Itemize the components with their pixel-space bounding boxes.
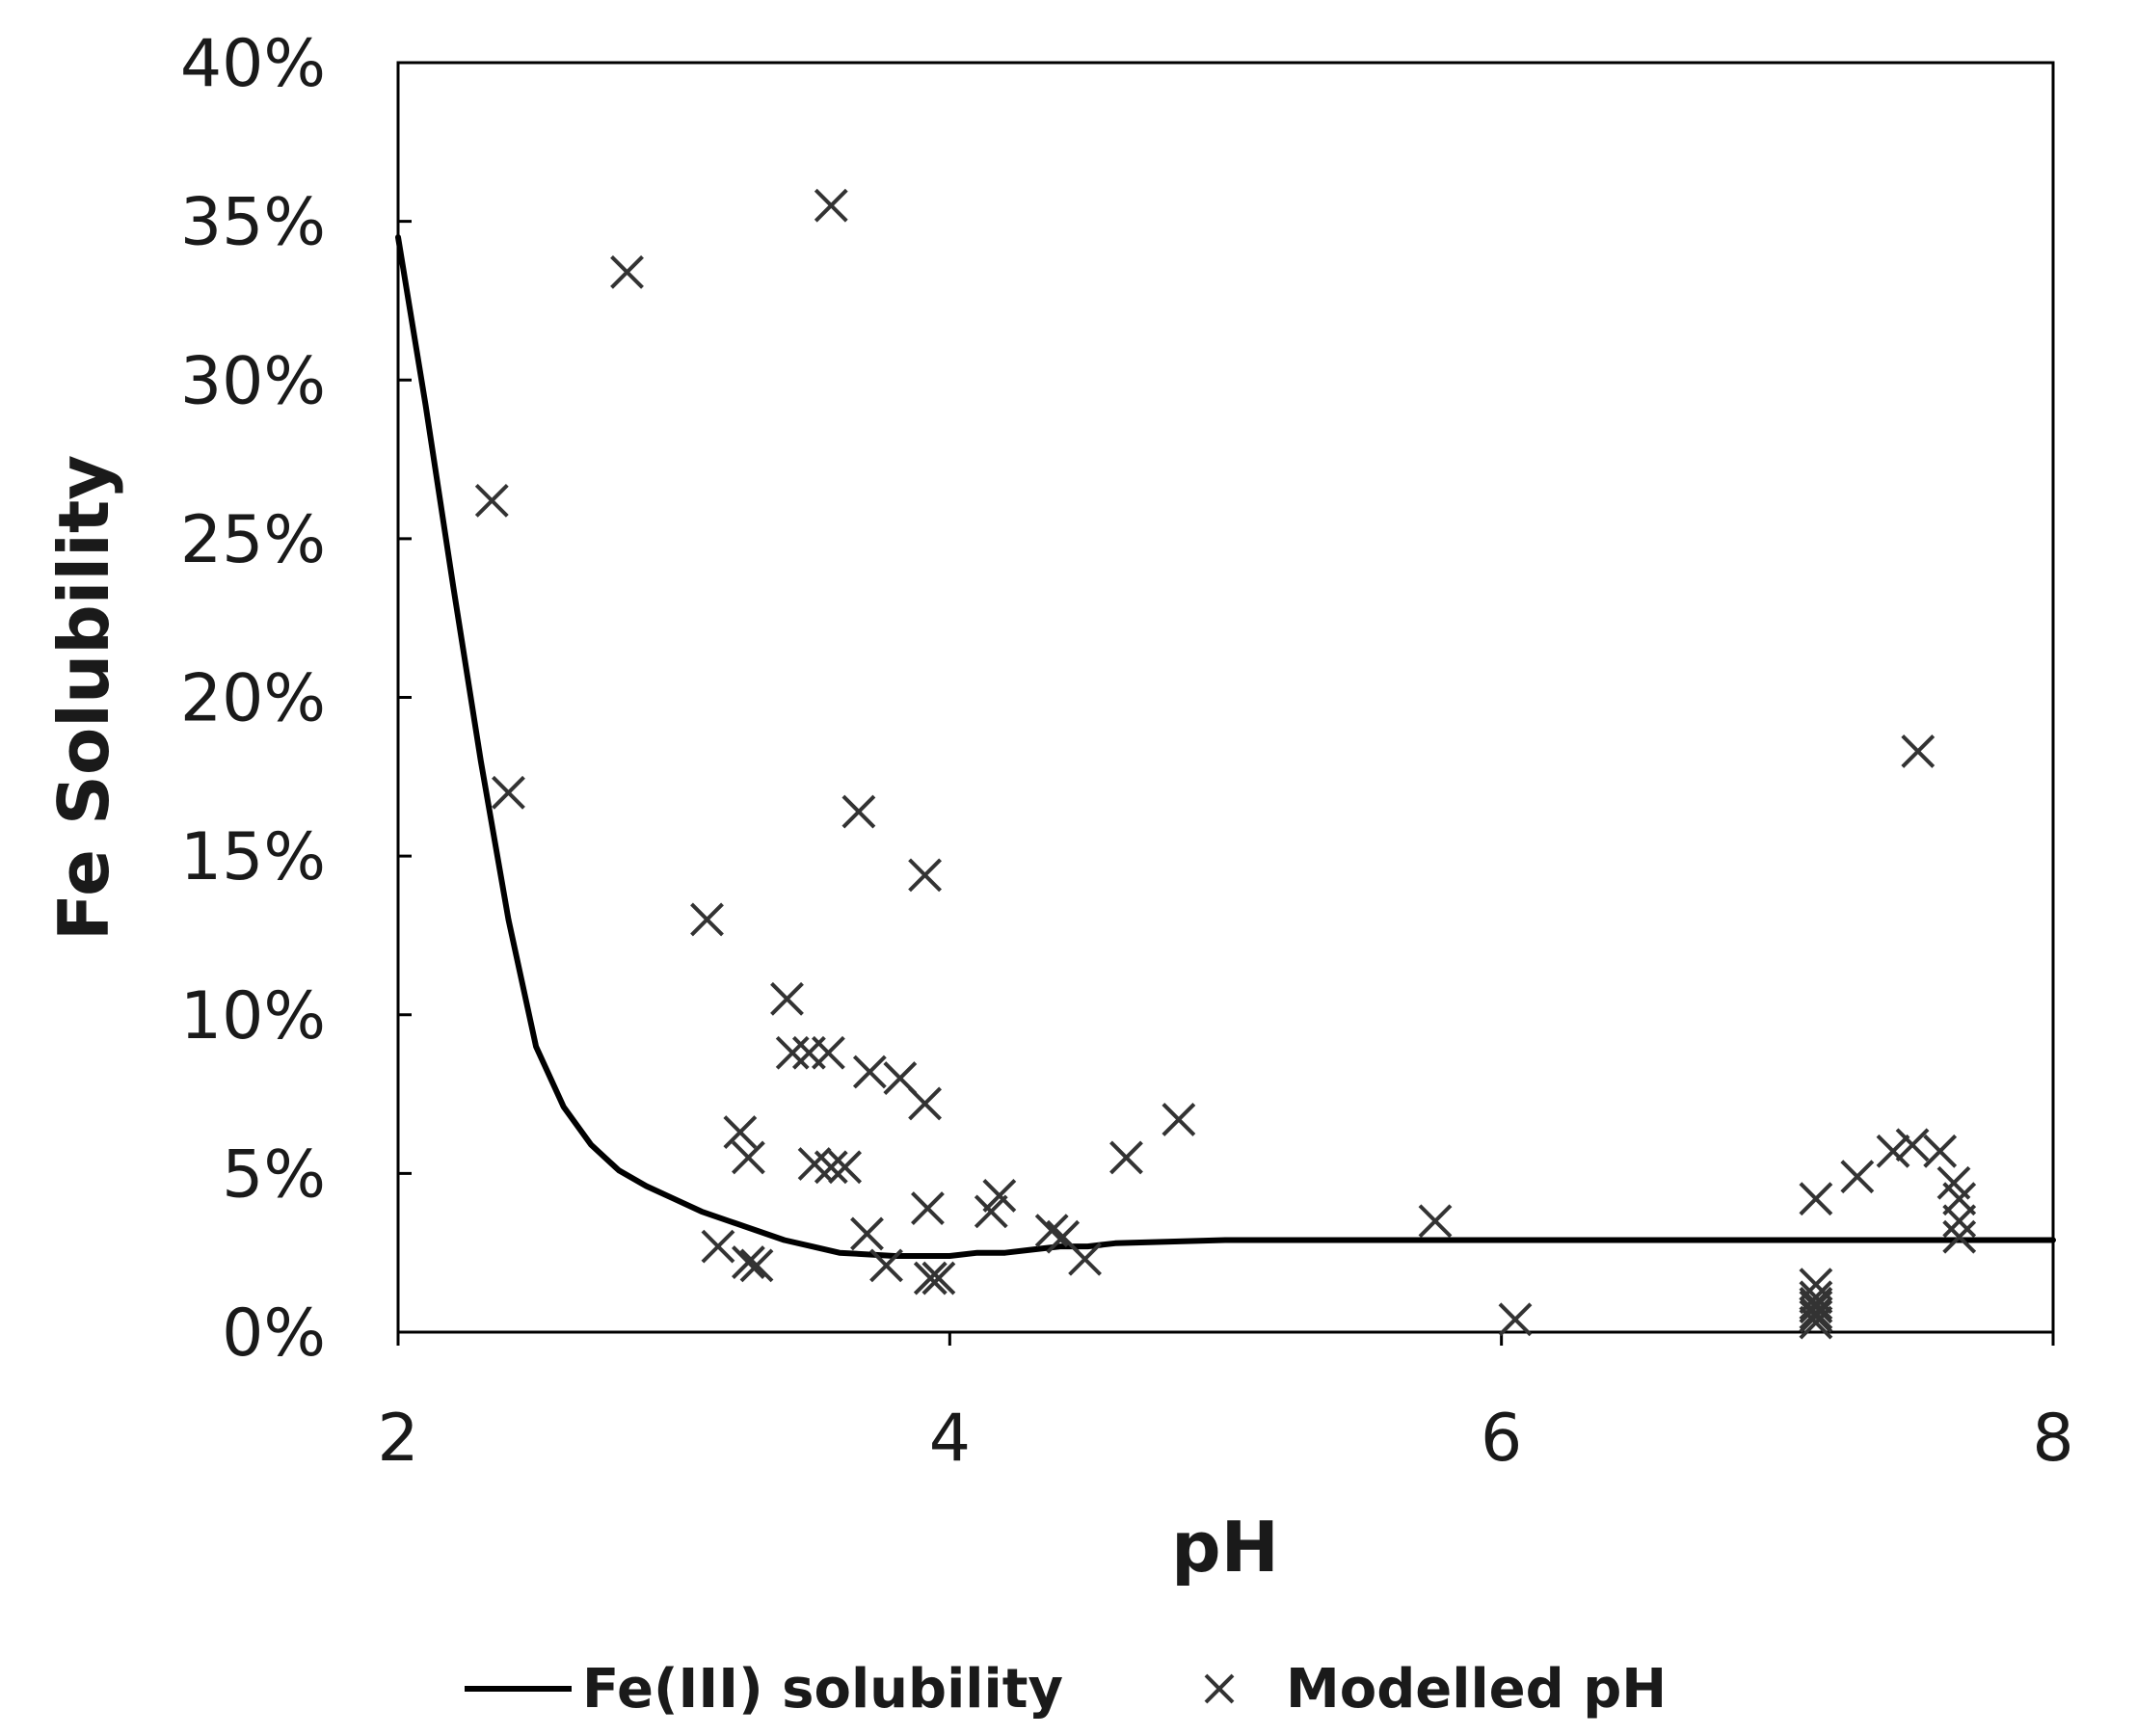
modelled-ph-point xyxy=(1418,1204,1453,1239)
plot-area-frame xyxy=(396,61,2055,1334)
modelled-ph-point xyxy=(908,858,942,893)
modelled-ph-point xyxy=(812,1035,845,1070)
modelled-ph-point xyxy=(775,1035,810,1070)
legend: Fe(III) solubility Modelled pH xyxy=(465,1658,1667,1721)
modelled-ph-point xyxy=(869,1248,903,1283)
modelled-ph-point xyxy=(1161,1102,1196,1136)
modelled-ph-point xyxy=(828,1150,863,1185)
x-axis-ticks: 2 4 6 8 xyxy=(377,1332,2074,1477)
modelled-ph-point xyxy=(1942,1204,1977,1239)
x-tick-label: 4 xyxy=(929,1401,971,1477)
modelled-ph-point xyxy=(770,981,804,1016)
modelled-ph-point xyxy=(974,1194,1008,1229)
y-tick-label: 0% xyxy=(222,1295,326,1372)
modelled-ph-point xyxy=(982,1179,1017,1213)
x-axis-title: pH xyxy=(1171,1507,1279,1588)
modelled-ph-point xyxy=(913,1261,948,1295)
y-tick-label: 10% xyxy=(180,978,326,1055)
fe-iii-solubility-line xyxy=(395,234,2056,1259)
modelled-ph-point xyxy=(814,1150,848,1185)
modelled-ph-point xyxy=(1942,1219,1977,1254)
modelled-ph-point xyxy=(474,483,509,518)
modelled-ph-point xyxy=(1901,734,1936,768)
modelled-ph-point xyxy=(1799,1305,1833,1340)
modelled-ph-point xyxy=(1876,1134,1910,1168)
modelled-ph-point xyxy=(1799,1290,1833,1324)
modelled-ph-point xyxy=(1895,1128,1930,1162)
modelled-ph-point xyxy=(701,1229,735,1264)
modelled-ph-point xyxy=(814,188,848,223)
modelled-ph-point xyxy=(1068,1242,1102,1276)
y-tick-label: 40% xyxy=(180,26,326,102)
y-tick-label: 25% xyxy=(180,502,326,578)
modelled-ph-point xyxy=(852,1055,887,1089)
modelled-ph-point xyxy=(690,902,724,937)
modelled-ph-point xyxy=(921,1261,956,1295)
plot-content xyxy=(395,188,2056,1340)
legend-x-marker xyxy=(1204,1673,1235,1704)
modelled-ph-point xyxy=(1034,1214,1069,1248)
modelled-ph-point xyxy=(908,1086,942,1121)
modelled-ph-point xyxy=(1498,1302,1533,1337)
modelled-ph-point xyxy=(610,254,644,289)
modelled-ph-point xyxy=(1109,1140,1143,1175)
y-tick-label: 20% xyxy=(180,661,326,737)
modelled-ph-point xyxy=(1840,1160,1875,1194)
modelled-ph-point xyxy=(911,1191,945,1226)
y-tick-label: 35% xyxy=(180,185,326,261)
modelled-ph-point xyxy=(732,1140,765,1175)
y-tick-label: 5% xyxy=(222,1136,326,1213)
modelled-ph-point xyxy=(732,1245,765,1279)
x-tick-label: 2 xyxy=(377,1401,418,1477)
legend-label-fe-iii-solubility: Fe(III) solubility xyxy=(582,1658,1063,1721)
modelled-ph-point xyxy=(850,1216,884,1251)
modelled-ph-point xyxy=(841,794,876,829)
x-tick-label: 8 xyxy=(2032,1401,2073,1477)
modelled-ph-point xyxy=(492,775,525,810)
x-tick-label: 6 xyxy=(1481,1401,1522,1477)
y-tick-label: 30% xyxy=(180,343,326,419)
modelled-ph-point xyxy=(739,1248,774,1283)
y-tick-label: 15% xyxy=(180,819,326,895)
legend-label-modelled-ph: Modelled pH xyxy=(1286,1658,1667,1721)
modelled-ph-point xyxy=(723,1115,758,1149)
modelled-ph-point xyxy=(1799,1299,1833,1333)
y-axis-title: Fe Solubility xyxy=(43,455,124,941)
modelled-ph-point xyxy=(1799,1182,1833,1216)
y-axis-ticks: 0% 5% 10% 15% 20% 25% 30% 35% 40% xyxy=(180,26,412,1372)
modelled-ph-point xyxy=(1799,1295,1833,1330)
modelled-ph-point xyxy=(1923,1134,1958,1168)
